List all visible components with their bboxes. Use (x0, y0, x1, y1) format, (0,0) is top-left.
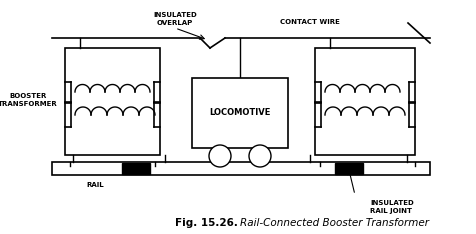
Bar (192, 78, 288, 148)
Bar (52, 162, 429, 175)
Bar (122, 163, 149, 174)
Text: RAIL: RAIL (86, 182, 104, 188)
Text: CONTACT WIRE: CONTACT WIRE (279, 19, 339, 25)
Text: LOCOMOTIVE: LOCOMOTIVE (209, 109, 270, 117)
Bar (314, 48, 414, 155)
Text: INSULATED
OVERLAP: INSULATED OVERLAP (153, 12, 197, 26)
Text: BOOSTER
TRANSFORMER: BOOSTER TRANSFORMER (0, 93, 58, 107)
Circle shape (248, 145, 270, 167)
Text: Fig. 15.26.: Fig. 15.26. (175, 218, 238, 228)
Circle shape (208, 145, 230, 167)
Bar (65, 48, 159, 155)
Text: INSULATED
RAIL JOINT: INSULATED RAIL JOINT (369, 200, 413, 214)
Text: Rail-Connected Booster Transformer: Rail-Connected Booster Transformer (239, 218, 428, 228)
Bar (334, 163, 362, 174)
